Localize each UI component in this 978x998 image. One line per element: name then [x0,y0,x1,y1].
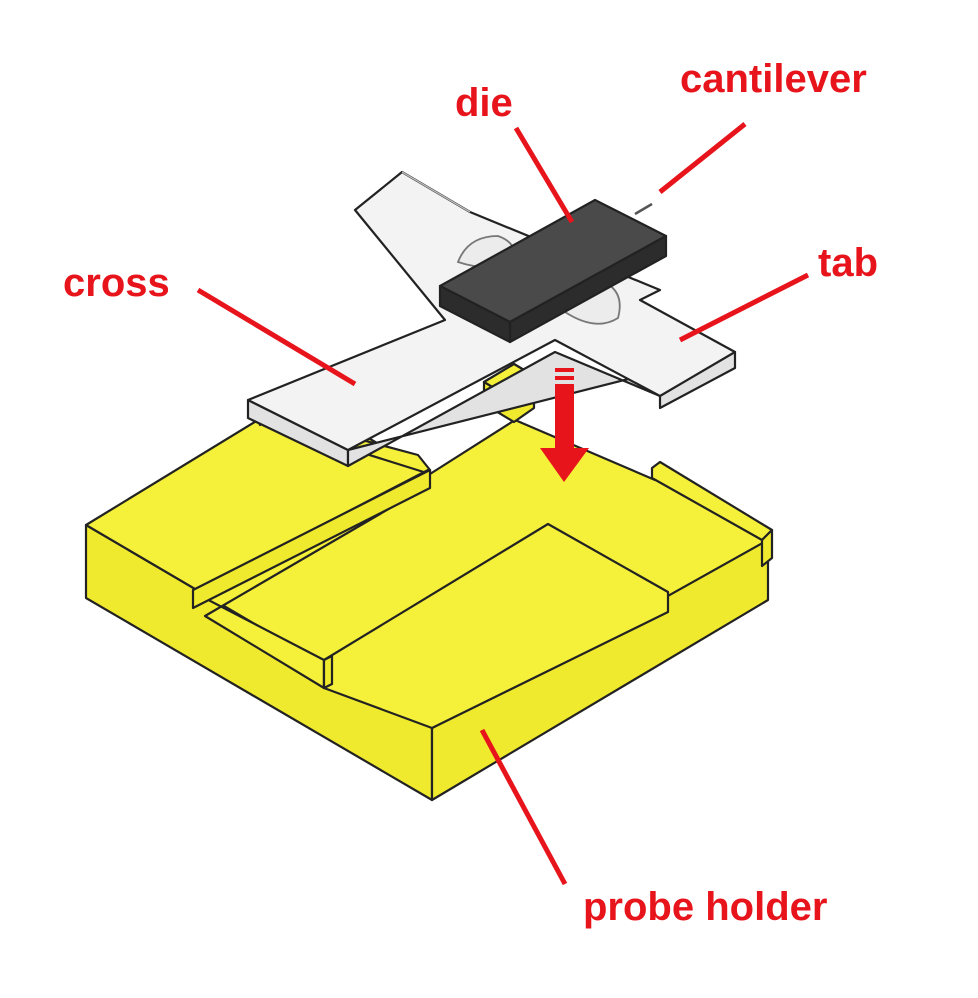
cross-crease [401,171,471,213]
probe-holder-label: probe holder [583,885,827,929]
die-label: die [455,81,513,125]
tab-label: tab [818,241,878,285]
arrow-dash-2 [555,376,574,380]
tab-leader [678,272,810,343]
arrow-head [540,448,589,482]
cantilever-label: cantilever [680,57,867,101]
cross-leader [196,287,357,387]
holder-right-rail-side [760,528,774,568]
arrow-shaft [555,384,574,450]
holder-center-edge [322,654,334,690]
cross-label: cross [63,261,170,305]
arrow-dash-1 [555,368,574,372]
holder-groove-wall [191,468,432,610]
die-leader [513,126,575,224]
cantilever [634,202,653,216]
leader-lines [196,122,810,886]
cantilever-leader [658,122,747,194]
die-right-face [508,234,668,344]
die [438,198,668,344]
probe-holder-leader [479,728,568,886]
down-arrow-icon [540,368,589,482]
